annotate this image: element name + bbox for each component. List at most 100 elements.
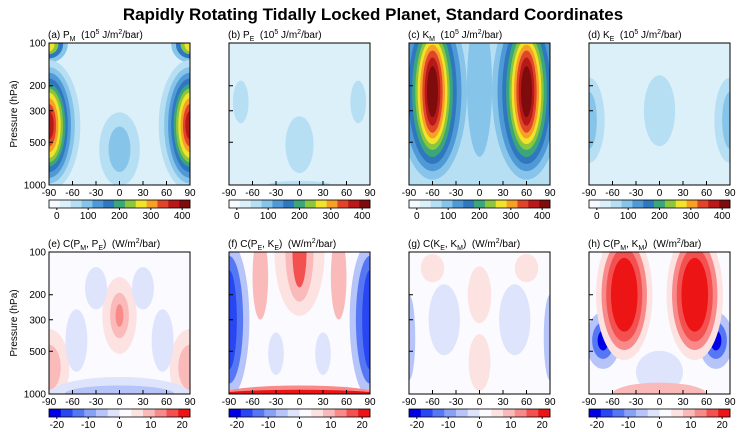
colorbar-swatch [229, 200, 241, 208]
colorbar-tick-label: -10 [261, 420, 276, 431]
title-part: 5 [274, 29, 278, 36]
title-part: , K [262, 239, 275, 250]
colorbar-swatch [166, 409, 179, 417]
x-tick-label: 90 [184, 188, 196, 199]
colorbar-swatch [517, 200, 529, 208]
colorbar-tick-label: 0 [657, 420, 663, 431]
colorbar-swatch [179, 200, 191, 208]
x-tick-label: 60 [161, 397, 173, 408]
contour-region [252, 252, 269, 320]
colorbar-swatch [514, 409, 527, 417]
x-tick-label: -90 [582, 188, 597, 199]
x-tick-label: 90 [364, 188, 376, 199]
x-tick-label: 60 [701, 188, 713, 199]
contour-region [115, 304, 124, 327]
colorbar-tick-label: 400 [354, 211, 371, 222]
colorbar-swatch [272, 200, 284, 208]
x-tick-label: 90 [724, 397, 736, 408]
contour-region [681, 257, 709, 332]
colorbar-tick-label: 10 [685, 420, 697, 431]
colorbar-swatch [143, 409, 156, 417]
x-tick-label: -60 [425, 188, 440, 199]
colorbar-swatch [654, 200, 666, 208]
contour-region [428, 284, 460, 356]
colorbar-swatch [432, 409, 445, 417]
colorbar-swatch [250, 200, 262, 208]
y-tick-label: 300 [29, 106, 46, 117]
colorbar-swatch [718, 409, 731, 417]
colorbar-tick-label: 100 [620, 211, 637, 222]
x-tick-label: 60 [161, 188, 173, 199]
contour-region [184, 43, 190, 52]
colorbar-swatch [49, 200, 61, 208]
contour-region [292, 252, 307, 288]
title-part: (e) C(P [48, 239, 81, 250]
title-part: (10 [254, 30, 274, 41]
title-part: (h) C(P [588, 239, 621, 250]
panel-title: (b) PE (105 J/m2/bar) [228, 29, 322, 43]
title-part: M [620, 245, 626, 252]
x-tick-label: 60 [341, 188, 353, 199]
colorbar-tick-label: 400 [174, 211, 191, 222]
x-tick-label: -30 [449, 188, 464, 199]
title-part: ) (W/m [644, 239, 677, 250]
x-tick-label: 0 [117, 188, 123, 199]
title-part: E [250, 36, 255, 43]
panel: (f) C(PE, KE) (W/m2/bar)-90 -60 -30 0 30 60 90… [222, 238, 376, 431]
colorbar-swatch [420, 409, 433, 417]
title-part: /bar) [122, 30, 143, 41]
panel-title: (a) PM (105 J/m2/bar) [48, 29, 143, 43]
title-part: J/m [638, 30, 657, 41]
x-tick-label: 30 [497, 397, 509, 408]
contour-field [229, 252, 370, 394]
colorbar-tick-label: 300 [682, 211, 699, 222]
y-tick-label: 200 [29, 81, 46, 92]
colorbar-tick-label: 200 [291, 211, 308, 222]
title-part: M [70, 36, 76, 43]
x-tick-label: 60 [521, 188, 533, 199]
colorbar-tick-label: 0 [414, 211, 420, 222]
title-part: 2 [312, 238, 316, 245]
x-tick-label: -30 [269, 188, 284, 199]
x-tick-label: 90 [184, 397, 196, 408]
title-part: (10 [435, 30, 455, 41]
title-part: /bar) [500, 239, 521, 250]
x-tick-label: 60 [521, 397, 533, 408]
colorbar-swatch [107, 409, 120, 417]
colorbar-swatch [287, 409, 300, 417]
title-part: E [610, 36, 615, 43]
x-tick-label: 0 [117, 397, 123, 408]
panel-title: (f) C(PE, KE) (W/m2/bar) [228, 238, 336, 252]
panel-title: (h) C(PM, KM) (W/m2/bar) [588, 238, 701, 252]
colorbar-tick-label: -10 [441, 420, 456, 431]
colorbar-tick-label: 200 [471, 211, 488, 222]
contour-region [232, 80, 249, 124]
colorbar-swatch [612, 409, 625, 417]
colorbar-swatch [359, 200, 371, 208]
title-part: E [274, 245, 279, 252]
panel-title: (c) KM (105 J/m2/bar) [408, 29, 502, 43]
colorbar-swatch [264, 409, 277, 417]
contour-region [85, 266, 107, 310]
colorbar-swatch [60, 409, 73, 417]
colorbar-swatch [467, 409, 480, 417]
title-part: , K [626, 239, 639, 250]
title-part: (a) P [48, 30, 70, 41]
colorbar-tick-label: 400 [714, 211, 731, 222]
colorbar-swatch [409, 200, 421, 208]
contour-region [468, 334, 491, 391]
contour-region [49, 43, 55, 52]
colorbar-swatch [96, 409, 109, 417]
title-part: J/m [459, 30, 478, 41]
colorbar-swatch [686, 200, 698, 208]
colorbar-swatch [671, 409, 684, 417]
colorbar-swatch [84, 409, 97, 417]
colorbar-swatch [719, 200, 731, 208]
title-part: (g) C(K [408, 239, 441, 250]
y-axis-label: Pressure (hPa) [9, 80, 20, 147]
colorbar-tick-label: 20 [537, 420, 549, 431]
x-tick-label: -90 [222, 397, 237, 408]
colorbar-swatch [358, 409, 371, 417]
colorbar-swatch [252, 409, 265, 417]
y-tick-label: 1000 [24, 181, 47, 192]
